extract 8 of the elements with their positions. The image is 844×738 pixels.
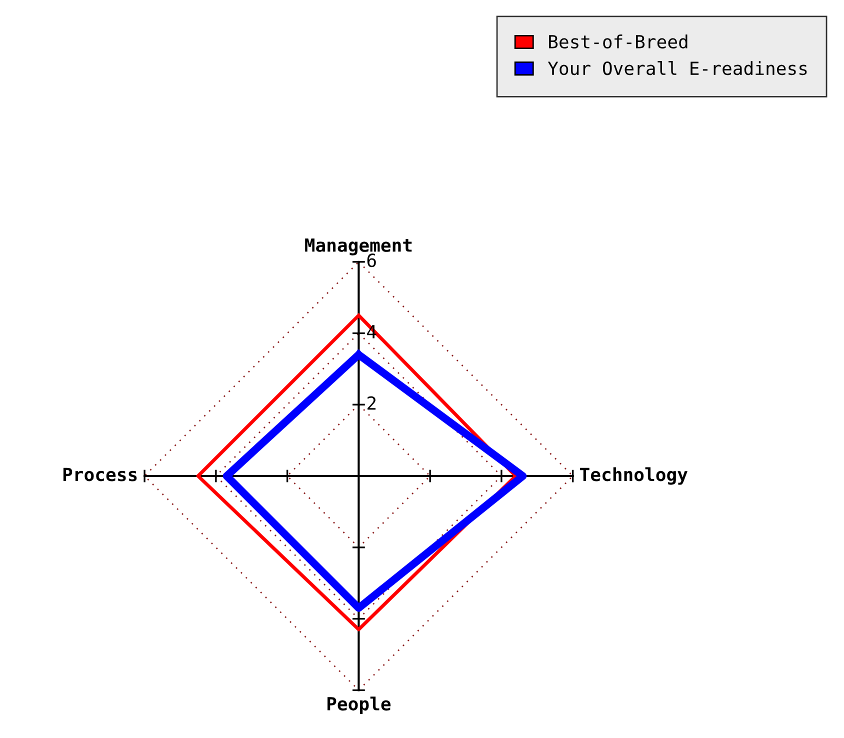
spoke-label: Process [63, 468, 137, 482]
spoke-label: Technology [580, 467, 688, 485]
spoke-label: People [328, 696, 391, 714]
legend-label: Your Overall E-readiness [548, 61, 807, 76]
spoke-label: Management [305, 238, 412, 256]
legend-label: Best-of-Breed [549, 34, 688, 49]
y-tick-label: 2 [368, 396, 376, 410]
y-tick-label: 6 [367, 253, 376, 268]
